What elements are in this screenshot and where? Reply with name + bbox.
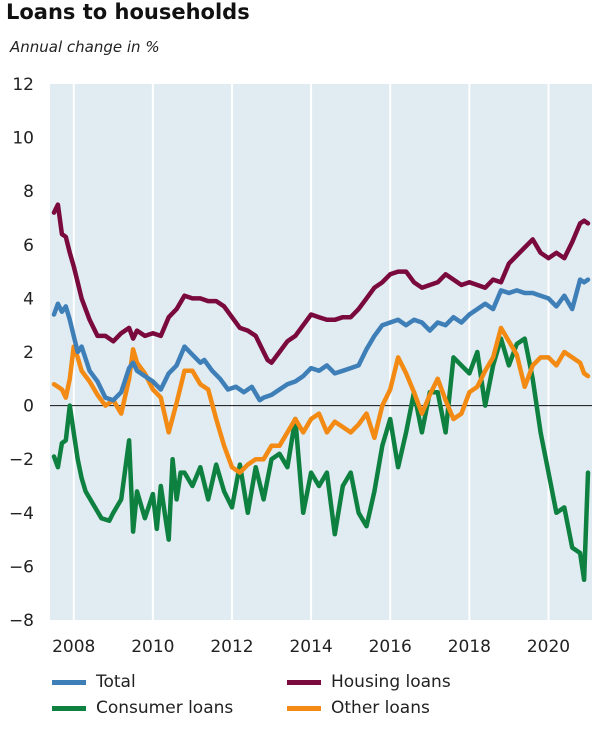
legend-swatch-housing-loans [287,679,321,685]
y-tick-label: 2 [23,343,34,363]
grid-lines [72,84,550,620]
chart-subtitle: Annual change in % [10,38,160,56]
x-tick-label: 2020 [527,637,570,657]
x-tick-label: 2008 [52,637,95,657]
y-tick-label: −4 [9,504,34,524]
legend-label-other-loans: Other loans [331,698,430,718]
legend-item-total: Total [52,672,136,692]
series-line-consumer-loans [51,336,591,583]
legend-label-consumer-loans: Consumer loans [96,698,234,718]
y-tick-label: 4 [23,289,34,309]
y-tick-label: −6 [9,557,34,577]
legend-item-consumer-loans: Consumer loans [52,698,233,718]
series-line-other-loans [51,325,591,475]
y-tick-label: −2 [9,450,34,470]
legend-swatch-consumer-loans [52,705,86,711]
y-tick-label: 8 [23,182,34,202]
legend: Total Housing loans Consumer loans Other… [0,672,597,732]
series-layer [51,202,591,583]
y-tick-label: 12 [12,75,34,95]
legend-swatch-total [52,679,86,685]
plot-area [50,84,592,620]
legend-item-other-loans: Other loans [287,698,430,718]
legend-item-housing-loans: Housing loans [287,672,451,692]
y-tick-label: 10 [12,129,34,149]
legend-swatch-other-loans [287,705,321,711]
x-tick-label: 2016 [369,637,412,657]
x-tick-label: 2010 [131,637,174,657]
x-axis-ticks: 2008 2010 2012 2014 2016 2018 2020 [52,637,570,657]
chart-title: Loans to households [6,0,250,24]
series-line-housing-loans [51,202,591,365]
x-tick-label: 2012 [210,637,253,657]
y-axis-ticks: 12 10 8 6 4 2 0 −2 −4 −6 −8 [9,75,34,631]
x-tick-label: 2018 [448,637,491,657]
legend-label-total: Total [96,672,136,692]
y-tick-label: −8 [9,611,34,631]
series-line-total [51,277,591,403]
y-tick-label: 6 [23,236,34,256]
x-tick-label: 2014 [289,637,332,657]
legend-label-housing-loans: Housing loans [331,672,451,692]
y-tick-label: 0 [23,397,34,417]
